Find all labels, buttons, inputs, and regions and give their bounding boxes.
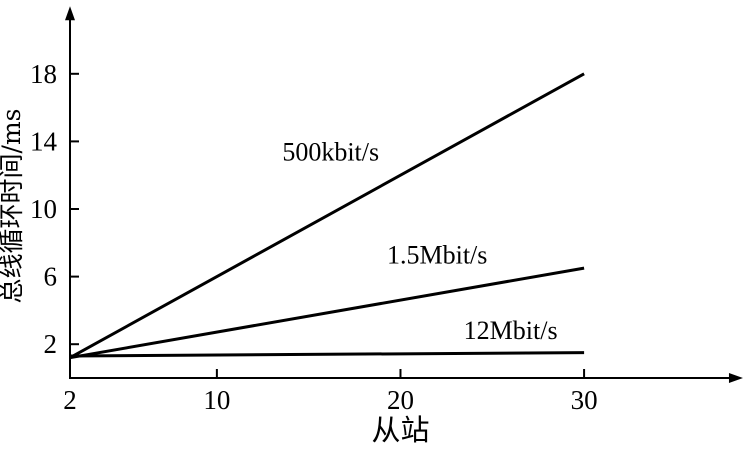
y-tick-label: 2 <box>44 329 58 359</box>
y-axis-arrow <box>65 6 75 21</box>
series-label-500kbit-s: 500kbit/s <box>282 138 379 167</box>
series-label-12mbit-s: 12Mbit/s <box>464 316 558 345</box>
series-line-500kbit-s <box>69 72 585 360</box>
series-label-1-5mbit-s: 1.5Mbit/s <box>387 241 487 270</box>
x-tick-label: 30 <box>571 385 598 415</box>
y-tick-label: 6 <box>44 262 58 292</box>
y-tick-label: 18 <box>30 59 57 89</box>
series-line-12mbit-s <box>69 351 585 358</box>
x-tick-label: 20 <box>387 385 414 415</box>
y-tick-label: 10 <box>30 194 57 224</box>
x-axis-title: 从站 <box>371 413 429 447</box>
x-tick-label: 10 <box>203 385 230 415</box>
x-tick-label: 2 <box>63 385 77 415</box>
y-tick-label: 14 <box>30 126 58 156</box>
series-line-1-5mbit-s <box>69 266 585 360</box>
y-axis-title: 总线循环时间/ms <box>0 109 26 304</box>
x-axis-arrow <box>728 373 743 383</box>
